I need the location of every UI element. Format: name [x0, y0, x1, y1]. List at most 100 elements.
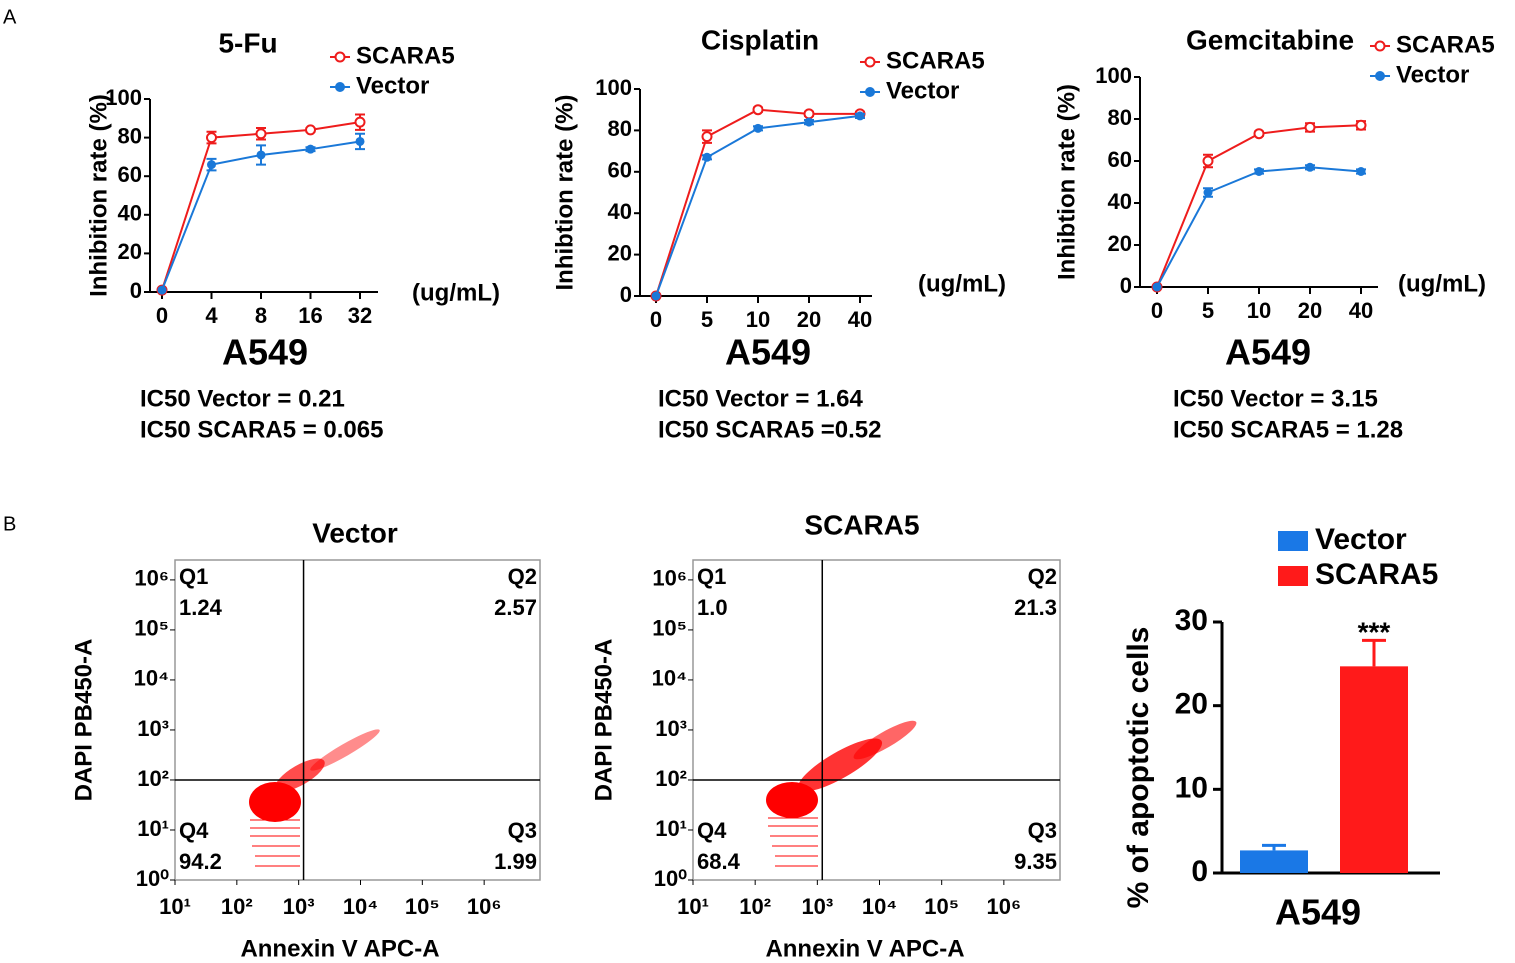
y-tick-label: 10³	[655, 716, 687, 741]
y-tick-label: 60	[1108, 147, 1132, 172]
x-tick-label: 10	[1247, 298, 1271, 323]
data-point	[1152, 282, 1162, 292]
x-tick-label: 10³	[801, 894, 833, 919]
quadrant-value: 1.99	[494, 849, 537, 874]
y-tick-label: 100	[105, 85, 142, 110]
y-tick-label: 60	[608, 158, 632, 183]
chart-title: Cisplatin	[701, 24, 819, 55]
chart-title: SCARA5	[804, 509, 919, 540]
quadrant-name: Q3	[1028, 818, 1057, 843]
y-tick-label: 10⁴	[134, 666, 169, 691]
y-tick-label: 0	[1120, 273, 1132, 298]
legend-label: Vector	[1315, 523, 1407, 556]
data-point	[157, 285, 167, 295]
x-tick-label: 10⁶	[467, 894, 502, 919]
data-point	[305, 124, 316, 136]
chart-title: Vector	[312, 517, 398, 548]
quadrant-value: 1.24	[179, 595, 223, 620]
series-line	[1156, 124, 1362, 288]
x-axis-label: Annexin V APC-A	[765, 935, 964, 962]
x-tick-label: 40	[1349, 298, 1373, 323]
y-tick-label: 10⁶	[134, 566, 169, 591]
annotation: IC50 Vector = 3.15	[1173, 385, 1378, 412]
y-tick-label: 10⁴	[652, 666, 687, 691]
y-tick-label: 10²	[137, 766, 169, 791]
y-tick-label: 20	[1108, 231, 1132, 256]
data-point	[753, 123, 763, 133]
y-tick-label: 10²	[655, 766, 687, 791]
data-point	[803, 108, 815, 120]
data-point	[354, 116, 366, 128]
data-point	[651, 291, 661, 301]
data-point	[256, 150, 266, 160]
data-point	[1203, 188, 1213, 197]
plot-frame	[692, 559, 1061, 881]
y-tick-label: 40	[118, 201, 142, 226]
quadrant-value: 21.3	[1014, 595, 1057, 620]
data-point	[206, 132, 217, 144]
y-tick-label: 10⁵	[134, 616, 169, 641]
x-tick-label: 0	[650, 307, 662, 332]
y-tick-label: 0	[130, 278, 142, 303]
data-point	[752, 104, 764, 116]
y-tick-label: 20	[1175, 688, 1208, 721]
y-tick-label: 20	[608, 240, 632, 265]
annotation: IC50 SCARA5 = 0.065	[140, 416, 383, 443]
x-tick-label: 10⁶	[987, 894, 1022, 919]
data-point	[355, 136, 365, 146]
plot-frame	[174, 559, 541, 881]
x-tick-label: 10¹	[159, 894, 191, 919]
x-tick-label: 20	[797, 307, 821, 332]
y-tick-label: 10¹	[655, 816, 687, 841]
series-line	[655, 114, 861, 297]
x-tick-label: 5	[701, 307, 713, 332]
y-axis-label: DAPI PB450-A	[590, 639, 617, 802]
y-tick-label: 10⁰	[136, 866, 169, 891]
quadrant-value: 68.4	[697, 849, 741, 874]
bar	[1340, 666, 1408, 873]
legend-label: SCARA5	[1315, 558, 1438, 591]
data-point	[1253, 128, 1265, 140]
data-point	[306, 144, 315, 154]
quadrant-name: Q3	[508, 818, 537, 843]
x-tick-label: 10⁵	[405, 894, 440, 919]
x-tick-label: 10²	[739, 894, 771, 919]
y-axis-label: Inhibtion rate (%)	[551, 95, 578, 291]
quadrant-value: 94.2	[179, 849, 222, 874]
quadrant-value: 9.35	[1014, 849, 1057, 874]
data-point	[1304, 121, 1316, 133]
data-point	[855, 111, 865, 121]
data-point	[1202, 155, 1214, 167]
x-tick-label: 0	[156, 303, 168, 328]
y-tick-label: 80	[1108, 105, 1132, 130]
event-rows	[250, 817, 818, 867]
legend-label: Vector	[886, 77, 959, 104]
x-tick-label: 10¹	[677, 894, 709, 919]
y-tick-label: 40	[608, 199, 632, 224]
series-line	[655, 108, 860, 297]
y-tick-label: 10	[1175, 771, 1208, 804]
legend-marker	[334, 51, 346, 63]
event-cloud	[249, 720, 917, 822]
legend-label: Vector	[356, 72, 429, 99]
subtitle: A549	[1225, 332, 1311, 373]
data-point	[1356, 167, 1366, 176]
panel-label: B	[3, 513, 16, 535]
legend-swatch	[1278, 531, 1308, 551]
quadrant-name: Q2	[508, 564, 537, 589]
y-tick-label: 0	[1191, 855, 1208, 888]
x-axis-label: Annexin V APC-A	[240, 935, 439, 962]
x-axis-label: (ug/mL)	[918, 270, 1006, 297]
y-tick-label: 100	[595, 75, 632, 100]
x-tick-label: 4	[205, 303, 218, 328]
x-axis-label: (ug/mL)	[412, 279, 500, 306]
y-axis-label: Inhibition rate (%)	[85, 94, 112, 297]
x-tick-label: 0	[1151, 298, 1163, 323]
data-point	[255, 128, 267, 140]
x-tick-label: 10⁴	[343, 894, 378, 919]
annotation: ***	[1358, 616, 1391, 647]
data-point	[804, 117, 814, 127]
quadrant-name: Q2	[1028, 564, 1057, 589]
chart-title: 5-Fu	[218, 27, 277, 58]
